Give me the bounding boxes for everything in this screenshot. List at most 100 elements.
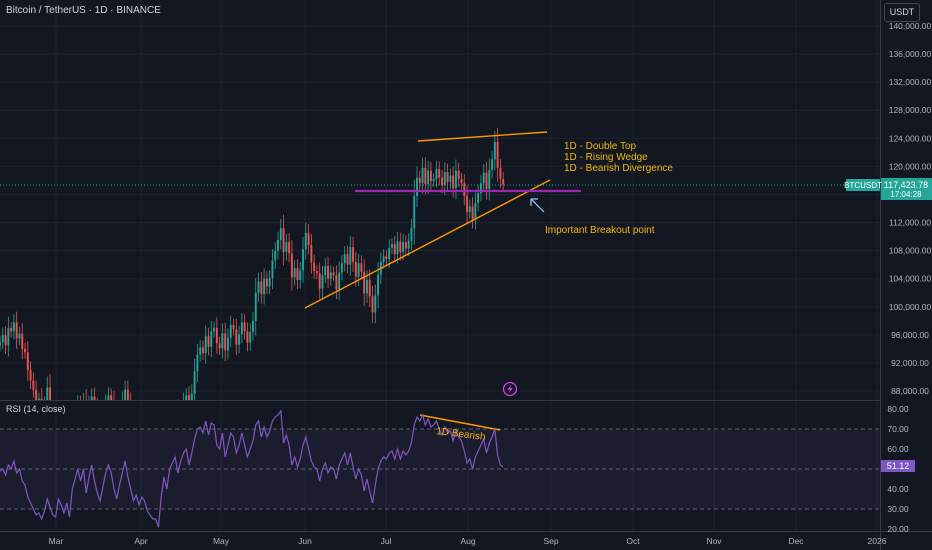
candle (271, 249, 274, 290)
annotation-bearish-divergence[interactable]: 1D - Bearish Divergence (564, 163, 673, 174)
candle (290, 240, 293, 291)
candle (124, 380, 127, 400)
candle (338, 261, 341, 301)
candle (240, 313, 243, 344)
candle (502, 172, 505, 192)
candle (90, 388, 93, 400)
candle (130, 392, 132, 400)
currency-button[interactable]: USDT (884, 3, 920, 22)
candle (352, 237, 355, 272)
candle (213, 321, 216, 338)
candle (93, 387, 96, 400)
candle (421, 157, 424, 194)
candle (479, 174, 482, 202)
candle (32, 372, 35, 398)
candle (7, 316, 10, 357)
candle (329, 265, 332, 286)
candle (299, 261, 302, 289)
candle (307, 223, 310, 255)
candle (279, 219, 282, 250)
time-tick-label: Dec (788, 536, 804, 546)
candle (477, 184, 480, 212)
candle (310, 233, 313, 274)
resistance-trendline (417, 131, 548, 142)
candle (10, 321, 13, 338)
price-tick-label: 112,000.00 (889, 218, 931, 228)
time-tick-label: Oct (626, 536, 640, 546)
candle (210, 321, 213, 358)
candle (12, 314, 15, 340)
candle (18, 326, 21, 346)
price-tick-label: 104,000.00 (889, 274, 932, 284)
candle (265, 271, 268, 295)
candle (126, 380, 129, 400)
candle (80, 395, 82, 400)
candle (268, 270, 271, 295)
candle (199, 340, 202, 362)
candle (274, 242, 277, 269)
candle (335, 265, 338, 300)
time-tick-label: Jun (298, 536, 312, 546)
breakout-arrow-icon (530, 198, 545, 213)
candle (332, 266, 335, 282)
candle (183, 392, 184, 400)
candle (382, 249, 385, 269)
candle (349, 236, 352, 276)
annotation-rising-wedge[interactable]: 1D - Rising Wedge (564, 152, 648, 163)
candle (418, 170, 421, 191)
time-tick-label: Jul (381, 536, 392, 546)
rsi-tick-label: 80.00 (887, 404, 909, 414)
candle (218, 336, 221, 355)
candle (37, 392, 40, 400)
candle (327, 256, 329, 289)
time-tick-label: Aug (460, 536, 475, 546)
candle (224, 322, 227, 362)
annotation-breakout-point[interactable]: Important Breakout point (545, 225, 655, 236)
price-tick-label: 96,000.00 (891, 330, 929, 340)
candle (249, 323, 252, 352)
rsi-title[interactable]: RSI (14, close) (6, 404, 66, 414)
candle (235, 318, 238, 356)
candle (385, 250, 388, 265)
candle (296, 259, 299, 290)
candle (457, 162, 460, 187)
candle (238, 325, 241, 354)
candle (416, 166, 418, 208)
candle (277, 231, 279, 260)
candle (110, 388, 113, 400)
time-tick-label: Mar (49, 536, 64, 546)
candle (424, 157, 427, 195)
candle (196, 343, 199, 383)
time-tick-label: Nov (706, 536, 722, 546)
candle (374, 284, 377, 324)
lightning-icon[interactable] (502, 381, 518, 397)
last-price-tag (881, 178, 932, 200)
candle (404, 235, 407, 256)
candles (0, 127, 505, 400)
time-tick-label: May (213, 536, 230, 546)
candle (252, 311, 254, 341)
candle (188, 386, 190, 400)
candle (321, 265, 324, 299)
candle (21, 323, 24, 360)
candle (113, 391, 115, 400)
candle (491, 150, 494, 179)
annotation-double-top[interactable]: 1D - Double Top (564, 141, 637, 152)
price-tick-label: 136,000.00 (889, 49, 932, 59)
candle (318, 262, 321, 299)
candle (35, 380, 38, 400)
candle (482, 164, 485, 192)
candle (460, 172, 463, 190)
candle (285, 233, 288, 261)
candle (427, 161, 430, 194)
chart-title[interactable]: Bitcoin / TetherUS · 1D · BINANCE (6, 5, 161, 16)
candle (499, 158, 502, 188)
candle (227, 328, 229, 360)
candle (388, 238, 391, 268)
last-price-value: 117,423.78 (884, 180, 928, 190)
candle (0, 335, 1, 352)
time-tick-label: Apr (134, 536, 147, 546)
price-tick-label: 120,000.00 (889, 161, 932, 171)
